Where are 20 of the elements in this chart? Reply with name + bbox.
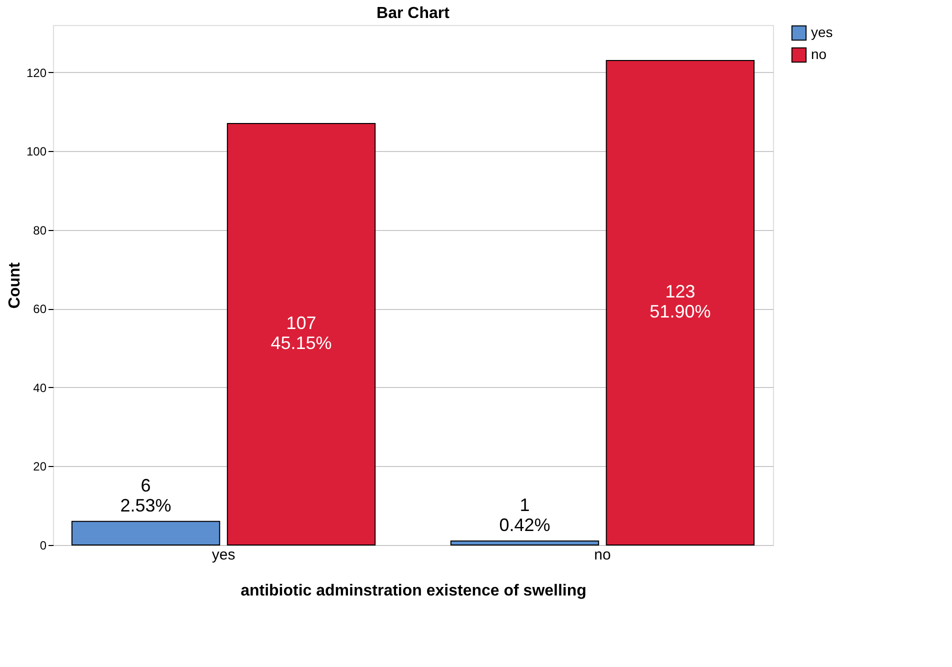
y-tick-label: 0: [40, 538, 47, 552]
y-tick-label: 120: [26, 66, 47, 80]
data-label: 6 2.53%: [120, 475, 172, 516]
data-label: 1 0.42%: [499, 495, 550, 536]
y-axis-title: Count: [6, 262, 24, 309]
legend-label: no: [811, 46, 827, 62]
bar: [450, 540, 600, 546]
chart-title: Bar Chart: [376, 5, 450, 22]
bar: [226, 122, 376, 546]
data-label: 107 45.15%: [270, 313, 332, 354]
y-tick-label: 100: [26, 144, 47, 159]
y-tick-label: 40: [33, 380, 47, 395]
bar: [71, 520, 220, 546]
legend-label: yes: [811, 24, 833, 40]
x-axis-title: antibiotic adminstration existence of swelling: [240, 582, 586, 600]
y-tick-label: 80: [33, 223, 47, 238]
bar: [606, 60, 755, 546]
y-tick-label: 60: [33, 302, 47, 316]
data-label: 123 51.90%: [650, 282, 711, 322]
y-tick-label: 20: [33, 460, 47, 474]
